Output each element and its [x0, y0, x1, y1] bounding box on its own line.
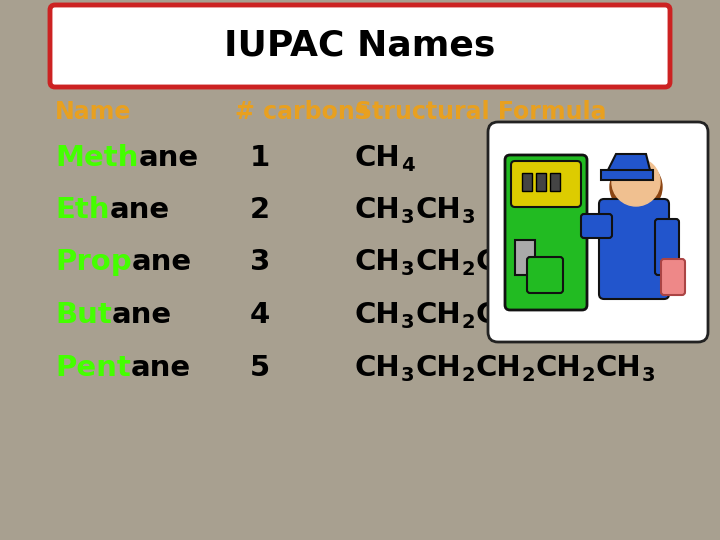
Text: ane: ane — [131, 354, 191, 382]
Text: 2: 2 — [462, 367, 475, 386]
FancyBboxPatch shape — [599, 199, 669, 299]
Text: 2: 2 — [462, 314, 475, 333]
Text: 1: 1 — [250, 144, 270, 172]
Text: 3: 3 — [642, 367, 655, 386]
Text: CH: CH — [475, 354, 521, 382]
Bar — [515, 240, 535, 275]
Text: 4: 4 — [401, 157, 415, 176]
Circle shape — [612, 158, 660, 206]
Text: IUPAC Names: IUPAC Names — [225, 29, 495, 63]
Text: ane: ane — [132, 248, 192, 276]
Text: Name: Name — [55, 100, 131, 124]
Text: Prop: Prop — [55, 248, 132, 276]
Text: 2: 2 — [250, 196, 270, 224]
Bar — [550, 173, 560, 191]
Polygon shape — [606, 154, 651, 174]
Text: 3: 3 — [250, 248, 270, 276]
Text: 2: 2 — [521, 314, 535, 333]
Text: CH: CH — [355, 301, 400, 329]
Text: But: But — [55, 301, 112, 329]
Text: 4: 4 — [250, 301, 270, 329]
Text: CH: CH — [355, 196, 400, 224]
Text: 2: 2 — [582, 367, 595, 386]
Text: 5: 5 — [250, 354, 270, 382]
Text: CH: CH — [355, 144, 400, 172]
Text: 3: 3 — [401, 314, 415, 333]
Text: Structural Formula: Structural Formula — [355, 100, 606, 124]
Text: ane: ane — [138, 144, 199, 172]
Text: CH: CH — [475, 301, 521, 329]
Bar — [536, 173, 546, 191]
Text: # carbons: # carbons — [235, 100, 369, 124]
FancyBboxPatch shape — [488, 122, 708, 342]
Text: CH: CH — [596, 354, 642, 382]
FancyBboxPatch shape — [655, 219, 679, 275]
Text: CH: CH — [415, 196, 461, 224]
Text: 3: 3 — [521, 260, 535, 280]
Text: ane: ane — [109, 196, 170, 224]
Text: Meth: Meth — [55, 144, 138, 172]
Text: 3: 3 — [462, 208, 474, 227]
FancyBboxPatch shape — [527, 257, 563, 293]
Text: CH: CH — [536, 354, 581, 382]
Text: Eth: Eth — [55, 196, 109, 224]
Text: CH: CH — [355, 354, 400, 382]
Text: 3: 3 — [582, 314, 595, 333]
Text: Pent: Pent — [55, 354, 131, 382]
Text: CH: CH — [415, 248, 461, 276]
Text: 3: 3 — [401, 260, 415, 280]
Text: CH: CH — [475, 248, 521, 276]
FancyBboxPatch shape — [511, 161, 581, 207]
Text: 2: 2 — [521, 367, 535, 386]
Text: 3: 3 — [401, 367, 415, 386]
Text: 2: 2 — [462, 260, 475, 280]
Bar — [522, 173, 532, 191]
Circle shape — [610, 161, 662, 213]
FancyBboxPatch shape — [505, 155, 587, 310]
Text: CH: CH — [415, 354, 461, 382]
FancyBboxPatch shape — [50, 5, 670, 87]
Text: ane: ane — [112, 301, 172, 329]
Text: CH: CH — [415, 301, 461, 329]
Text: CH: CH — [355, 248, 400, 276]
Bar — [601, 170, 653, 180]
FancyBboxPatch shape — [661, 259, 685, 295]
Text: 3: 3 — [401, 208, 415, 227]
FancyBboxPatch shape — [581, 214, 612, 238]
Text: CH: CH — [536, 301, 581, 329]
